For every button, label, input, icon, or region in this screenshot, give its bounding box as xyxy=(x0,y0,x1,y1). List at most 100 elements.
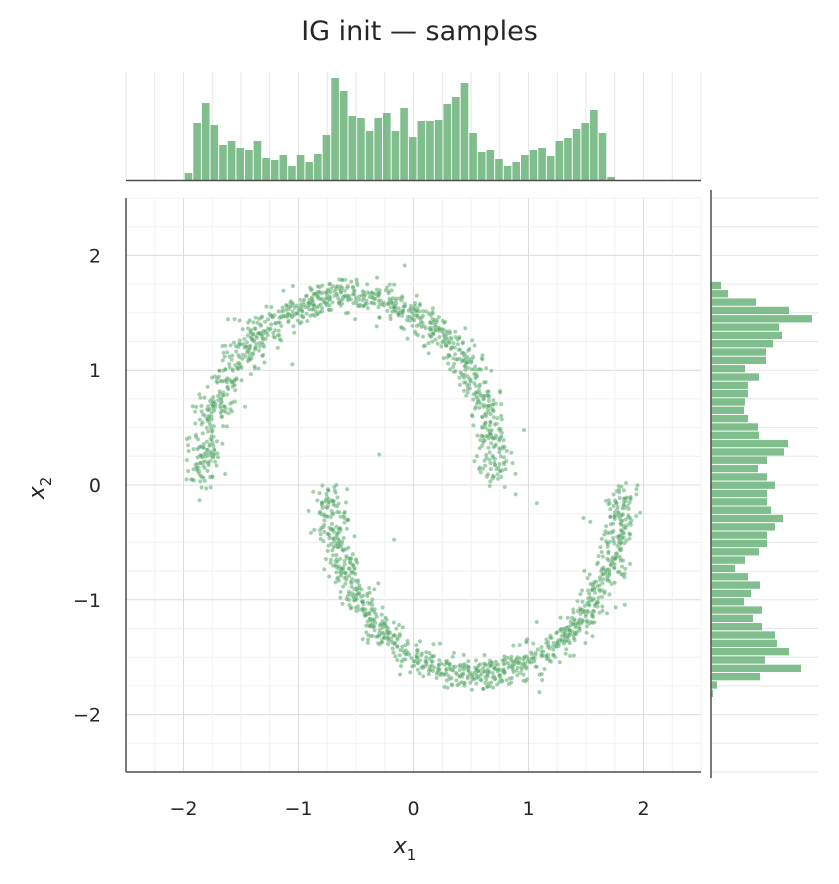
top-hist-bar xyxy=(452,97,460,180)
top-hist-bar xyxy=(417,121,426,180)
right-hist-bar xyxy=(711,623,762,631)
right-hist-bar xyxy=(711,564,735,573)
top-hist-bar xyxy=(391,131,400,180)
top-hist-bar xyxy=(270,160,279,180)
top-hist-bar xyxy=(434,120,443,180)
right-hist-bar xyxy=(711,514,783,523)
top-hist-bar xyxy=(184,173,193,180)
top-hist-bar xyxy=(546,156,555,180)
right-hist-bar xyxy=(711,356,766,365)
top-hist-bar xyxy=(296,155,305,180)
x-tick-label: −1 xyxy=(284,798,312,820)
top-hist-bar xyxy=(331,78,339,180)
right-hist-bar xyxy=(711,614,753,623)
right-hist-bar xyxy=(711,365,745,373)
right-hist-bar xyxy=(711,531,767,539)
right-hist-bar xyxy=(711,481,775,489)
top-hist-bar xyxy=(227,141,236,180)
right-hist-bar xyxy=(711,648,789,656)
top-hist-bar xyxy=(469,133,477,180)
right-hist-bar xyxy=(711,390,748,398)
right-hist-bar xyxy=(711,523,775,531)
top-hist-bar xyxy=(210,125,219,180)
right-hist-bar xyxy=(711,656,765,664)
top-hist-bar xyxy=(564,138,572,180)
right-hist-bar xyxy=(711,589,751,598)
right-hist-bar xyxy=(711,315,812,323)
top-hist-bar xyxy=(486,150,495,180)
top-hist-bar xyxy=(598,133,607,180)
y-tick-labels: −2 −1 0 1 2 xyxy=(73,245,101,726)
y-tick-label: 2 xyxy=(89,245,101,267)
top-hist-bar xyxy=(322,135,331,180)
scatter-points xyxy=(184,263,643,695)
right-hist-bar xyxy=(711,681,717,689)
x-tick-labels: −2 −1 0 1 2 xyxy=(169,798,649,820)
right-hist-bar xyxy=(711,689,713,697)
right-hist-bar xyxy=(711,664,801,672)
top-hist-bar xyxy=(245,150,253,180)
right-hist-bar xyxy=(711,406,744,414)
top-hist-bar xyxy=(408,137,417,180)
y-tick-label: −1 xyxy=(73,590,101,612)
top-hist-bar xyxy=(460,83,469,180)
right-hist-bar xyxy=(711,398,745,406)
right-hist-bar xyxy=(711,598,744,606)
top-hist-bar xyxy=(253,141,262,180)
top-hist-bar xyxy=(348,116,357,180)
right-hist-bar xyxy=(711,639,777,648)
right-hist-bar xyxy=(711,548,759,556)
top-hist-bar xyxy=(193,123,201,180)
x-tick-label: −2 xyxy=(169,798,197,820)
top-hist-bar xyxy=(400,108,408,180)
top-hist-bar xyxy=(305,162,314,180)
main-grid xyxy=(125,197,702,773)
top-hist-bar xyxy=(607,177,615,180)
top-hist-bar xyxy=(581,123,590,180)
top-hist-bar xyxy=(555,141,564,180)
right-marginal-grid xyxy=(711,197,818,773)
right-hist-bar xyxy=(711,373,759,381)
y-tick-label: 1 xyxy=(89,360,101,382)
right-hist-bar xyxy=(711,489,767,498)
top-hist-bar xyxy=(590,110,598,180)
top-hist-bar xyxy=(495,159,503,180)
right-hist-bar xyxy=(711,414,748,423)
right-hist-bar xyxy=(711,506,771,514)
right-hist-bar xyxy=(711,573,748,581)
right-hist-bar xyxy=(711,298,756,306)
right-hist-bar xyxy=(711,498,767,506)
right-hist-bar xyxy=(711,306,789,315)
y-tick-label: −2 xyxy=(73,705,101,727)
top-hist-bar xyxy=(538,148,546,180)
right-hist-bar xyxy=(711,281,721,290)
top-hist-bar xyxy=(279,155,288,180)
top-marginal-histogram xyxy=(184,78,615,180)
right-hist-bar xyxy=(711,331,782,340)
top-hist-bar xyxy=(572,129,581,180)
right-hist-bar xyxy=(711,381,748,390)
x-tick-label: 2 xyxy=(637,798,649,820)
top-hist-bar xyxy=(503,166,512,180)
top-hist-bar xyxy=(314,154,322,180)
right-hist-bar xyxy=(711,631,775,639)
top-hist-bar xyxy=(288,166,296,180)
top-hist-bar xyxy=(374,118,383,180)
chart-title: IG init — samples xyxy=(301,16,538,47)
right-hist-bar xyxy=(711,473,767,481)
right-hist-bar xyxy=(711,323,779,331)
right-hist-bar xyxy=(711,581,760,589)
x-tick-label: 1 xyxy=(522,798,534,820)
main-axes xyxy=(125,198,701,773)
x-axis-label: x1 xyxy=(393,834,417,864)
right-hist-bar xyxy=(711,464,758,473)
top-hist-bar xyxy=(383,113,391,180)
right-hist-bar xyxy=(711,290,728,298)
top-hist-bar xyxy=(521,155,529,180)
right-hist-bar xyxy=(711,439,788,448)
x-tick-label: 0 xyxy=(407,798,419,820)
top-hist-bar xyxy=(365,131,374,180)
top-hist-bar xyxy=(262,158,270,180)
top-hist-bar xyxy=(201,103,210,180)
